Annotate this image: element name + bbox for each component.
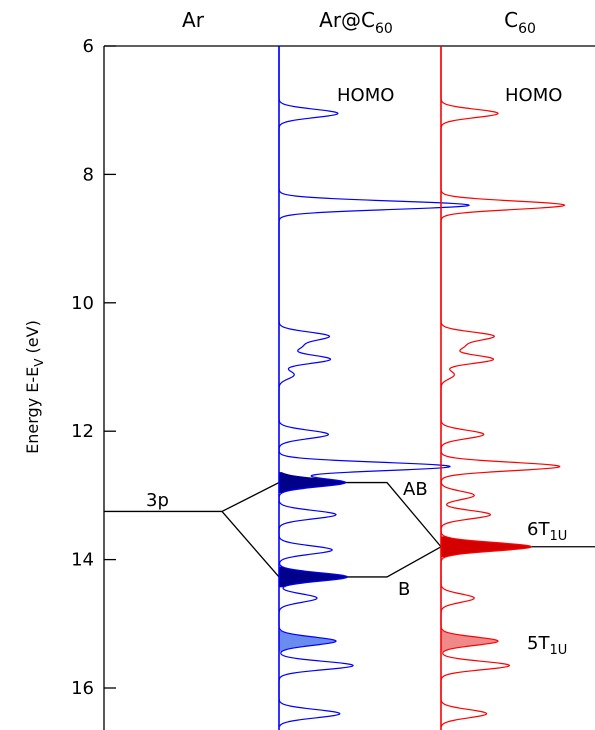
y-tick-label: 12 xyxy=(71,421,94,442)
panel-title-ar: Ar xyxy=(182,8,205,32)
b-label: B xyxy=(398,579,410,600)
homo-label-ar-c60: HOMO xyxy=(337,85,394,106)
spectra xyxy=(278,46,566,730)
panel-title-ar-c60: Ar@C60 xyxy=(319,8,393,37)
filled-peak xyxy=(279,566,348,588)
y-tick-label: 14 xyxy=(71,550,94,571)
y-tick-label: 10 xyxy=(71,293,94,314)
spectrum-c60 xyxy=(440,46,566,730)
homo-label-c60: HOMO xyxy=(505,85,562,106)
y-tick-label: 6 xyxy=(83,36,94,57)
bonding-connector xyxy=(221,511,442,578)
filled-peak xyxy=(441,630,498,652)
y-axis-title: Energy E-EV (eV) xyxy=(23,320,46,454)
filled-peak xyxy=(279,472,346,493)
y-tick-label: 8 xyxy=(83,164,94,185)
t1u-6-label: 6T1U xyxy=(527,519,567,544)
ab-label: AB xyxy=(403,479,428,500)
y-tick-label: 16 xyxy=(71,678,94,699)
spectrum-curve xyxy=(440,46,566,727)
panel-title-c60: C60 xyxy=(504,8,536,37)
annotations: 3p HOMO HOMO AB B 6T1U 5T1U xyxy=(146,85,567,658)
spectrum-ar-c60 xyxy=(278,46,471,730)
y-ticks: 6 8 10 12 14 16 xyxy=(71,36,116,699)
filled-peak xyxy=(279,630,336,652)
spectrum-curve xyxy=(278,46,471,727)
correlation-diagram xyxy=(104,481,595,578)
ar-3p-label: 3p xyxy=(146,490,169,511)
t1u-5-label: 5T1U xyxy=(527,633,567,658)
filled-peak xyxy=(441,536,532,558)
